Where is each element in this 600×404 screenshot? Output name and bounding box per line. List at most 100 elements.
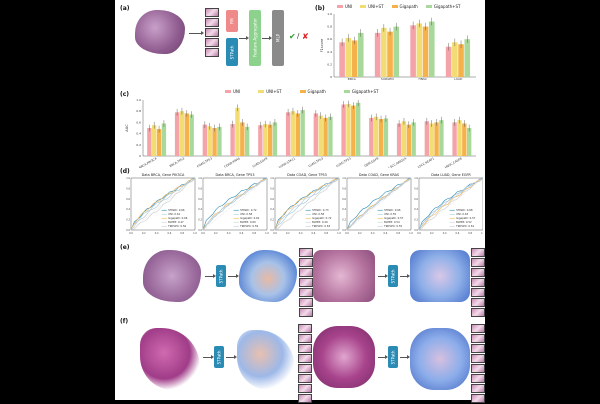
x-tick-label: 0.6 (311, 232, 315, 235)
y-tick-label: 0 (330, 75, 332, 79)
figure: (a) FM STPath Feature Aggregator MLP ✔ /… (115, 0, 485, 403)
y-tick-label: 0.8 (270, 187, 274, 190)
y-tick-label: 1.0 (136, 98, 141, 102)
diagonal-line (346, 177, 412, 231)
x-tick-label: LUAD (454, 77, 463, 81)
legend-label: UNI: 0.61 (168, 212, 180, 216)
y-tick-label: 0.4 (136, 132, 141, 136)
bar (189, 114, 194, 156)
y-tick-label: 1.0 (126, 177, 130, 180)
x-tick-label: 0.2 (142, 232, 146, 235)
panel-label-f: (f) (120, 318, 129, 325)
roc-curve (418, 178, 483, 230)
y-tick-label: 0.2 (126, 219, 130, 222)
subplot-title: Data BRCA, Gene TP53 (216, 173, 255, 177)
arrow-e4 (400, 274, 410, 278)
cross-icon: ✘ (302, 32, 309, 41)
bar (410, 25, 416, 77)
arrow-a1 (189, 31, 204, 35)
legend-item: UNI (337, 4, 352, 9)
x-tick-label: LSCC,KEAP1 (417, 156, 435, 168)
bar (295, 113, 300, 156)
patch-strip-e1 (299, 248, 313, 318)
bar (285, 112, 291, 156)
x-tick-label: LUAD,TP53 (335, 156, 351, 168)
arrow-e2 (228, 274, 239, 278)
y-tick-label: 1.0 (327, 12, 332, 16)
stpath-box-f1: STPath (214, 346, 224, 368)
bar (374, 32, 381, 77)
legend-swatch (299, 90, 306, 93)
bar (355, 102, 361, 156)
x-tick-label: BRCA (348, 77, 357, 81)
bar (263, 124, 268, 156)
bar (434, 122, 439, 156)
y-tick-label: 0.6 (327, 37, 332, 41)
legend-label: UNI: 0.58 (312, 212, 324, 216)
x-tick-label: 0.0 (273, 232, 277, 235)
y-tick-label: 0.4 (126, 208, 130, 211)
bar (406, 124, 411, 156)
y-tick-label: 0.8 (198, 187, 202, 190)
legend-label: STPath: 0.68 (456, 208, 473, 212)
legend-label: BLEEP: 0.47 (168, 220, 184, 224)
panel-label-c: (c) (120, 91, 130, 98)
x-tick-label: 0.4 (227, 232, 231, 235)
bar (272, 122, 278, 156)
legend-swatch (337, 5, 343, 8)
x-tick-label: 1.0 (337, 232, 341, 235)
y-tick-label: 0.4 (414, 208, 418, 211)
bar (235, 107, 240, 156)
roc-curve (202, 178, 268, 230)
roc-curve (274, 178, 340, 231)
heatmap-e2 (410, 250, 470, 302)
bar (156, 129, 162, 156)
legend-label: UNI: 0.55 (384, 212, 396, 216)
legend-label: Gigapath: 0.66 (168, 216, 188, 220)
roc-curve (130, 178, 196, 231)
y-tick-label: 0.6 (414, 198, 418, 201)
y-tick-label: 0 (139, 154, 141, 158)
bar (381, 27, 387, 77)
legend-item: UNI+ST (258, 89, 282, 94)
wsi-e2 (313, 250, 375, 302)
y-tick-label: 1.0 (270, 177, 274, 180)
roc-curve (130, 177, 196, 231)
x-tick-label: HNSC,CASP8 (444, 156, 463, 168)
bar (323, 117, 328, 156)
bar (161, 123, 167, 156)
aggregator-box: Feature Aggregator (249, 10, 261, 66)
bar (328, 116, 333, 156)
legend-label: Gigapath: 0.57 (384, 216, 404, 220)
legend-label: Gigapath: 0.62 (240, 216, 260, 220)
x-tick-label: LUAD,TP53 (308, 156, 324, 168)
roc-curve (130, 178, 196, 230)
legend-label: UNI (233, 89, 241, 94)
check-icon: ✔ (289, 32, 296, 41)
bar (351, 40, 358, 77)
x-tick-label: COAD,KRAS (223, 156, 240, 168)
legend-item: Gigapath (391, 4, 418, 9)
diagonal-line (202, 177, 268, 231)
x-tick-label: 0.6 (239, 232, 243, 235)
y-tick-label: 1.0 (198, 177, 202, 180)
slash-text: / (297, 32, 300, 40)
roc-curve (130, 177, 196, 231)
x-tick-label: LSCC,ARID1A (388, 156, 408, 168)
legend-b: UNI UNI+ST Gigapath Gigapath+ST (337, 4, 460, 9)
x-tick-label: 0.8 (468, 232, 472, 235)
x-tick-label: 0.0 (345, 232, 349, 235)
y-tick-label: 0.8 (327, 25, 332, 29)
bar (152, 125, 157, 156)
panel-label-e: (e) (120, 244, 130, 251)
roc-curve (418, 178, 483, 230)
bar (464, 39, 471, 77)
roc-curve (346, 178, 412, 230)
x-tick-label: 0.2 (286, 232, 290, 235)
legend-item: Gigapath+ST (425, 4, 460, 9)
legend-label: TRIPLEX: 0.61 (456, 224, 474, 228)
x-tick-label: 0.4 (371, 232, 375, 235)
arrow-f1 (203, 355, 214, 359)
panel-label-d: (d) (120, 168, 130, 175)
patch-strip-f2 (471, 324, 485, 404)
